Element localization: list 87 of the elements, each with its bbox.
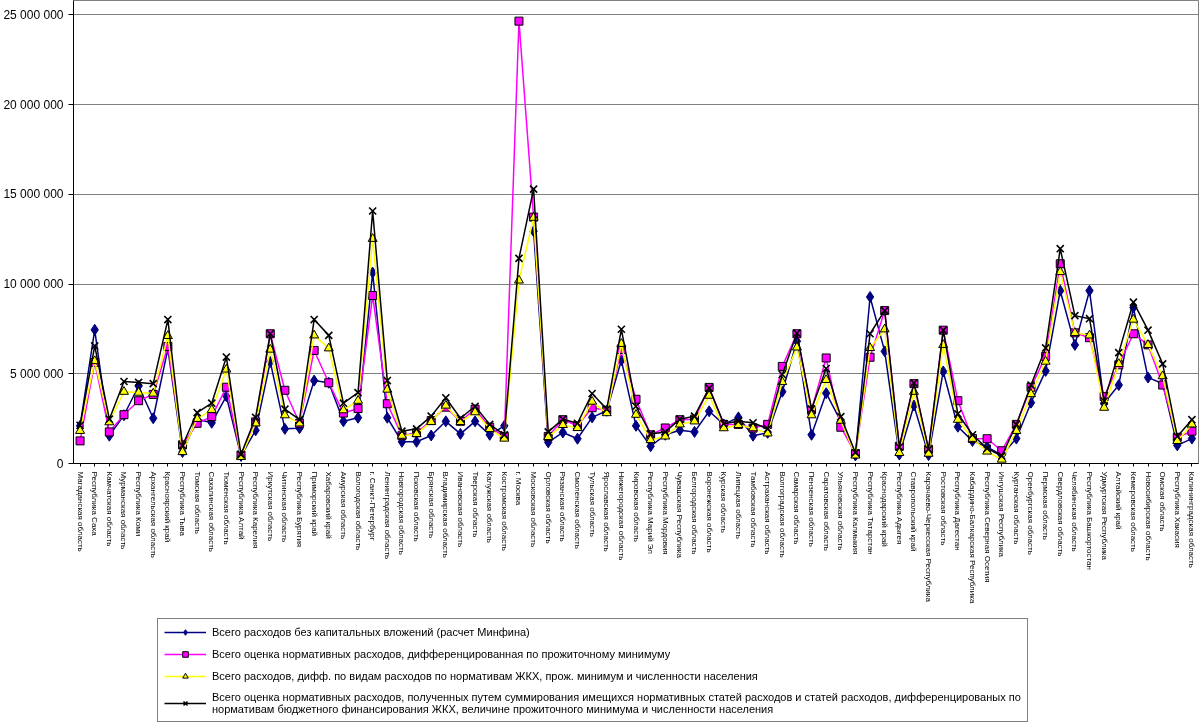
legend-label: Всего оценка нормативных расходов, дифференцированная по прожиточному минимуму [212, 648, 671, 660]
x-tick-label: Пермская область [1041, 471, 1051, 540]
x-tick-label: Республика Татарстан [865, 471, 875, 555]
x-tick-label: Мурманская область [119, 471, 129, 550]
y-tick-label: 0 [56, 456, 64, 471]
x-tick-label: Новгородская область [397, 471, 407, 555]
x-tick-label: Иркутская область [265, 471, 275, 542]
x-tick-label: Рязанская область [558, 471, 568, 542]
x-tick-label: Самарская область [792, 471, 802, 545]
x-tick-label: Кировская область [631, 471, 641, 542]
x-tick-label: Карачаево-Черкесская Республика [924, 471, 934, 603]
x-tick-label: Республика Адыгея [894, 471, 904, 545]
x-tick-label: Республика Карелия [251, 471, 261, 549]
x-tick-label: Сахалинская область [207, 471, 217, 553]
x-tick-label: Московская область [529, 471, 539, 548]
x-tick-label: Камчатская область [104, 471, 114, 547]
x-tick-label: Амурская область [338, 471, 348, 540]
x-tick-label: Республика Тыва [177, 471, 187, 537]
x-tick-label: Волгоградская область [777, 471, 787, 558]
x-tick-label: Кемеровская область [1128, 471, 1138, 552]
x-tick-label: Республика Саха [90, 471, 100, 537]
x-tick-label: Чувашская Республика [675, 471, 685, 559]
x-tick-label: Краснодарский край [880, 471, 890, 547]
x-tick-label: Республика Хакасия [1172, 471, 1182, 548]
x-tick-label: Курганская область [1011, 471, 1021, 545]
x-tick-label: Воронежская область [704, 471, 714, 553]
y-tick-label: 15 000 000 [3, 187, 64, 202]
x-tick-label: Свердловская область [1055, 471, 1065, 557]
legend-label: Всего расходов без капитальных вложений (расчет Минфина) [212, 626, 530, 638]
x-tick-label: Тюменская область [221, 471, 231, 545]
x-tick-label: Костромская область [499, 471, 509, 551]
x-tick-label: Псковская область [412, 471, 422, 542]
x-tick-label: Республика Марий Эл [646, 471, 656, 555]
y-tick-label: 20 000 000 [3, 97, 64, 112]
y-tick-label: 10 000 000 [3, 277, 64, 292]
x-tick-label: Томская область [192, 471, 202, 535]
x-tick-label: Курская область [719, 471, 729, 533]
x-tick-label: Республика Бурятия [295, 471, 305, 548]
x-tick-label: Архангельская область [148, 471, 158, 559]
x-tick-label: Оренбургская область [1026, 471, 1036, 555]
x-tick-label: г. Москва [514, 471, 524, 506]
x-tick-label: Республика Калмыкия [850, 471, 860, 555]
x-tick-label: Ставропольский край [909, 471, 919, 552]
legend-label: Всего расходов, дифф. по видам расходов по нормативам ЖКХ, прож. минимум и численности населения [212, 670, 758, 682]
x-tick-label: Ростовская область [938, 471, 948, 546]
x-tick-label: Читинская область [280, 471, 290, 543]
x-tick-label: Нижегородская область [616, 471, 626, 561]
x-tick-label: Орловская область [543, 471, 553, 544]
x-tick-label: Калининградская область [1187, 471, 1197, 568]
y-tick-label: 5 000 000 [10, 366, 64, 381]
y-tick-label: 25 000 000 [3, 7, 64, 22]
x-tick-label: Саратовская область [821, 471, 831, 552]
x-tick-label: Белгородская область [690, 471, 700, 555]
x-tick-label: Ленинградская область [382, 471, 392, 560]
x-tick-label: Липецкая область [733, 471, 743, 539]
x-tick-label: Республика Башкортостан [1085, 471, 1095, 570]
x-tick-label: Хабаровский край [324, 471, 334, 539]
x-tick-label: Омская область [1158, 471, 1168, 532]
x-tick-label: Магаданская область [75, 471, 85, 552]
x-tick-label: Приморский край [309, 471, 319, 537]
legend-label: Всего оценка нормативных расходов, полученных путем суммирования имещихся нормативных статей расходов и статей расходов, дифференцированых по нормативам бюджетного финансирования ЖКХ, величине прожиточного минимума и численности населения [212, 691, 1021, 715]
x-tick-label: Калужская область [485, 471, 495, 544]
x-tick-label: Республика Мордовия [660, 471, 670, 555]
x-tick-label: Астраханская область [763, 471, 773, 555]
x-tick-label: Ингушская Республика [997, 471, 1007, 558]
x-tick-label: Челябинская область [1070, 471, 1080, 552]
x-tick-label: Смоленская область [572, 471, 582, 549]
x-tick-label: Республика Северная Осетия [982, 471, 992, 583]
x-tick-label: Вологодская область [353, 471, 363, 551]
x-tick-label: г. Санкт-Петербург [368, 471, 378, 541]
x-tick-label: Тульская область [587, 471, 597, 537]
x-tick-label: Тамбовская область [748, 471, 758, 548]
x-tick-label: Ивановская область [455, 471, 465, 548]
x-tick-label: Владимирская область [441, 471, 451, 558]
x-tick-label: Удмуртская Республика [1099, 471, 1109, 561]
x-tick-label: Ульяновская область [836, 471, 846, 551]
x-tick-label: Новосибирская область [1143, 471, 1153, 561]
x-tick-label: Кабардино-Балкарская Республика [967, 471, 977, 604]
x-tick-label: Пензенская область [807, 471, 817, 547]
x-tick-label: Ярославская область [602, 471, 612, 552]
x-tick-label: Красноярский край [163, 471, 173, 543]
x-tick-label: Республика Дагестан [953, 471, 963, 551]
x-tick-label: Республика Алтай [236, 471, 246, 540]
x-tick-label: Брянская область [426, 471, 436, 539]
x-tick-label: Алтайский край [1114, 471, 1124, 530]
x-tick-label: Тверская область [470, 471, 480, 538]
x-tick-label: Республика Коми [134, 471, 144, 537]
